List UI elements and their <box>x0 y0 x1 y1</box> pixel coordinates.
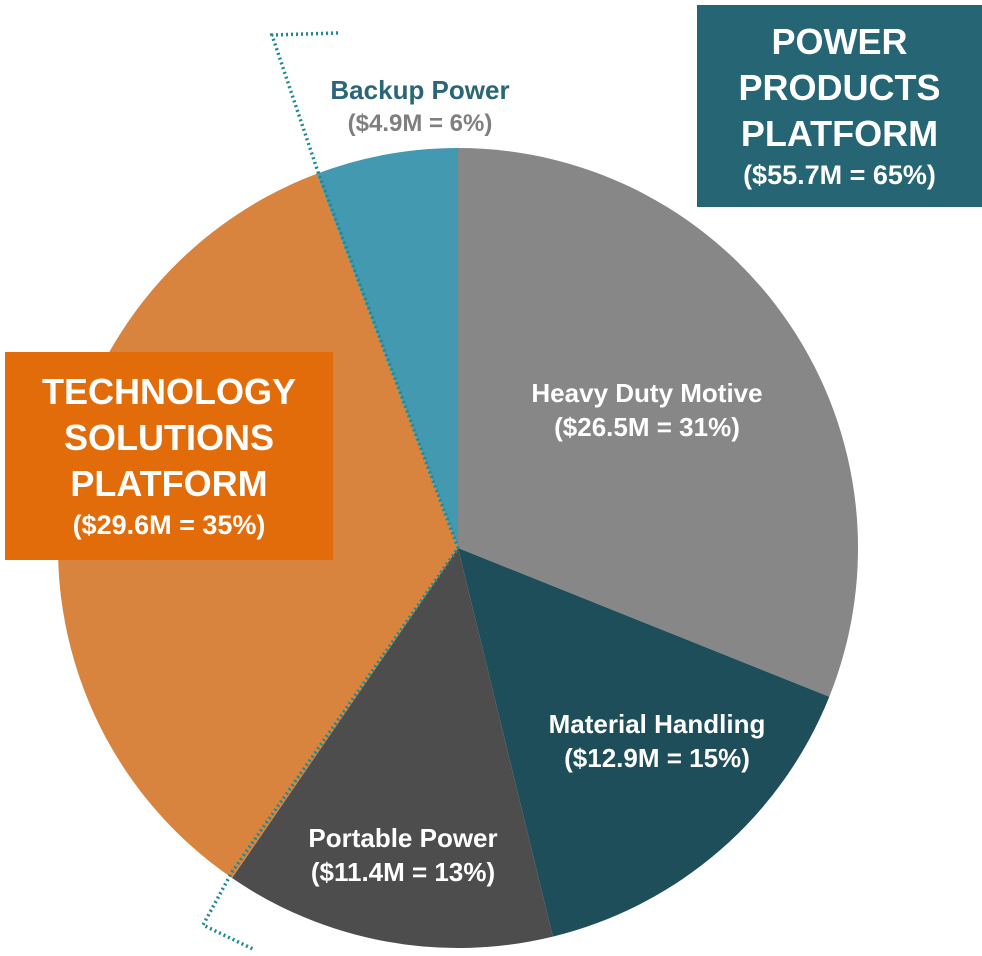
power-platform-box: POWER PRODUCTS PLATFORM ($55.7M = 65%) <box>697 5 982 207</box>
slice-label: Material Handling ($12.9M = 15%) <box>507 707 807 775</box>
slice-label: Backup Power ($4.9M = 6%) <box>290 73 550 141</box>
slice-name: Backup Power <box>330 75 510 105</box>
box-value: ($29.6M = 35%) <box>72 510 266 540</box>
slice-name: Portable Power <box>308 823 498 853</box>
slice-name: Material Handling <box>548 709 766 739</box>
tech-platform-box: TECHNOLOGY SOLUTIONS PLATFORM ($29.6M = 3… <box>5 352 333 560</box>
box-title: POWER PRODUCTS PLATFORM <box>738 21 941 154</box>
pie-slice <box>458 148 859 697</box>
box-title: TECHNOLOGY SOLUTIONS PLATFORM <box>41 371 296 504</box>
slice-value: ($4.9M = 6%) <box>347 110 493 137</box>
slice-name: Heavy Duty Motive <box>531 378 763 408</box>
slice-label: Heavy Duty Motive ($26.5M = 31%) <box>527 376 767 444</box>
pie-slice <box>458 548 830 937</box>
slice-value: ($26.5M = 31%) <box>554 412 740 442</box>
box-value: ($55.7M = 65%) <box>743 160 936 190</box>
slice-value: ($12.9M = 15%) <box>564 743 750 773</box>
slice-value: ($11.4M = 13%) <box>310 857 496 887</box>
slice-label: Portable Power ($11.4M = 13%) <box>273 821 533 889</box>
